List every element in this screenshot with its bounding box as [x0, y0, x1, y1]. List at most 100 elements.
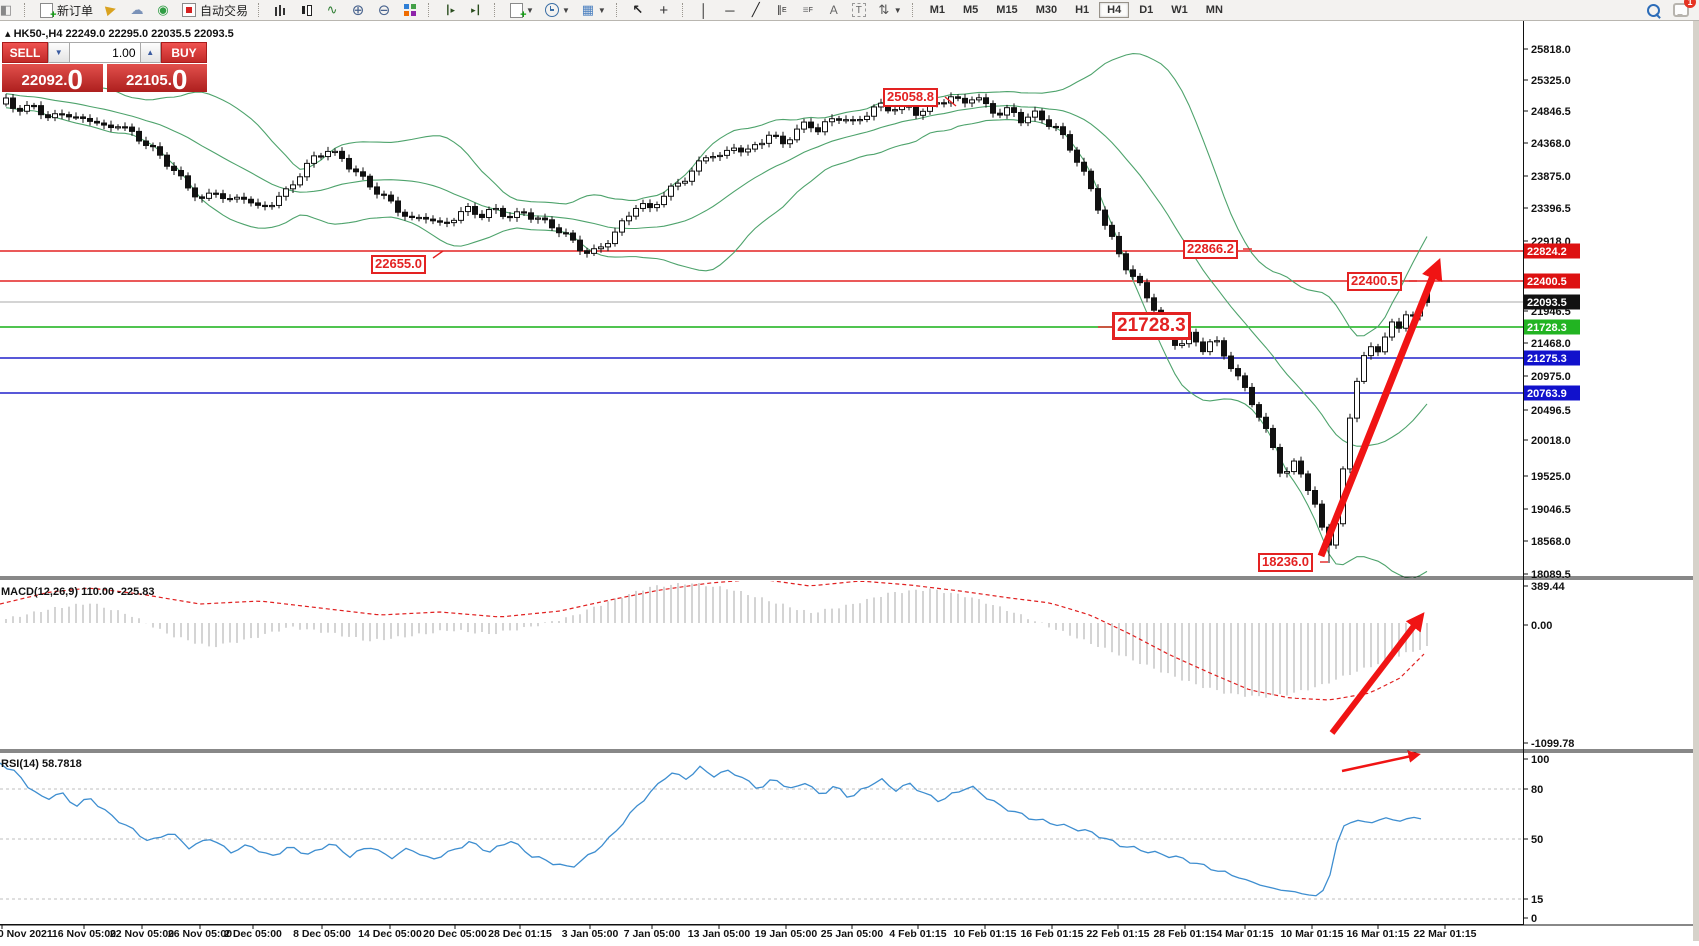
candlestick-chart-button[interactable]: [294, 0, 318, 20]
timeframe-M15[interactable]: M15: [996, 4, 1018, 16]
alerts-button[interactable]: [99, 0, 123, 20]
svg-text:0.00: 0.00: [1531, 620, 1552, 632]
svg-text:16 Feb 01:15: 16 Feb 01:15: [1020, 928, 1083, 940]
price-annotation-228662: 22866.2: [1183, 240, 1238, 259]
price-annotation-226550: 22655.0: [371, 255, 426, 274]
chart-area[interactable]: 25818.0 25325.0 24846.5 24368.0 23875.0 23396…: [0, 21, 1699, 941]
chat-badge: 1: [1684, 0, 1696, 8]
crosshair-icon: +: [659, 1, 669, 19]
chat-icon[interactable]: 1: [1673, 0, 1696, 18]
signals-button[interactable]: ◉: [151, 0, 175, 20]
period-button[interactable]: ▼: [540, 0, 574, 20]
sell-button[interactable]: SELL: [2, 42, 48, 63]
svg-text:24368.0: 24368.0: [1531, 138, 1571, 150]
zoom-in-button[interactable]: ⊕: [346, 0, 370, 20]
timeframe-MN[interactable]: MN: [1205, 4, 1223, 16]
line-chart-button[interactable]: ∿: [320, 0, 344, 20]
equidistant-channel-button[interactable]: ∥ E: [770, 0, 794, 20]
svg-text:2 Dec 05:00: 2 Dec 05:00: [224, 928, 282, 940]
text-button[interactable]: A: [822, 0, 846, 20]
toolbar-separator: [258, 3, 263, 17]
svg-text:22093.5: 22093.5: [1527, 297, 1567, 309]
svg-text:21468.0: 21468.0: [1531, 338, 1571, 350]
svg-text:19046.5: 19046.5: [1531, 504, 1571, 516]
sell-price-box[interactable]: 22092. 0: [2, 64, 103, 93]
auto-scroll-button[interactable]: ▸┃: [464, 0, 488, 20]
toolbar-separator: [615, 3, 621, 17]
price-annotation-224005: 22400.5: [1347, 272, 1402, 291]
price-annotation-217283: 21728.3: [1112, 312, 1191, 340]
svg-text:14 Dec 05:00: 14 Dec 05:00: [358, 928, 422, 940]
trendline-button[interactable]: ╱: [744, 0, 768, 20]
svg-text:4 Feb 01:15: 4 Feb 01:15: [889, 928, 946, 940]
timeframe-M30[interactable]: M30: [1035, 4, 1058, 16]
zoom-in-icon: ⊕: [351, 2, 365, 19]
svg-text:10 Feb 01:15: 10 Feb 01:15: [953, 928, 1016, 940]
svg-text:16 Nov 05:00: 16 Nov 05:00: [52, 928, 116, 940]
svg-text:4 Mar 01:15: 4 Mar 01:15: [1216, 928, 1273, 940]
trendline-icon: ╱: [751, 2, 760, 17]
cursor-button[interactable]: ↖: [626, 0, 650, 20]
tile-windows-icon: [402, 2, 418, 18]
svg-text:80: 80: [1531, 784, 1543, 796]
crosshair-button[interactable]: +: [652, 0, 676, 20]
zoom-out-icon: ⊖: [377, 2, 391, 19]
svg-text:23875.0: 23875.0: [1531, 171, 1571, 183]
svg-text:22 Nov 05:00: 22 Nov 05:00: [110, 928, 174, 940]
text-icon: A: [829, 3, 838, 17]
volume-increase-button[interactable]: ▲: [139, 42, 162, 63]
vertical-line-button[interactable]: │: [692, 0, 716, 20]
cursor-icon: ↖: [632, 2, 644, 17]
timeframe-M5[interactable]: M5: [963, 4, 979, 16]
toolbar: ◧ + 新订单 ☁ ◉ 自动交易 ∿ ⊕ ⊖ ┃▸ ▸┃ + ▼ ▼ ▦ ▼ ↖ + │ ─ ╱ ∥ E ≡ F A T ⇅ ▼ M1 M5…: [0, 0, 1699, 21]
timeframe-M1[interactable]: M1: [929, 4, 945, 16]
cloud-icon: ☁: [130, 2, 144, 17]
svg-text:0: 0: [1531, 913, 1537, 925]
new-document-icon: +: [508, 2, 527, 20]
arrows-icon: ⇅: [878, 2, 890, 17]
svg-text:26 Nov 05:00: 26 Nov 05:00: [168, 928, 232, 940]
template-button[interactable]: ▦ ▼: [581, 2, 606, 17]
svg-text:16 Mar 01:15: 16 Mar 01:15: [1346, 928, 1409, 940]
timeframe-H4[interactable]: H4: [1099, 2, 1130, 18]
arrows-button[interactable]: ⇅ ▼: [872, 0, 906, 20]
timeframe-W1[interactable]: W1: [1171, 4, 1188, 16]
buy-price-box[interactable]: 22105. 0: [106, 64, 207, 93]
new-order-button[interactable]: + 新订单: [34, 0, 97, 20]
chart-canvas[interactable]: 25818.0 25325.0 24846.5 24368.0 23875.0 23396…: [0, 21, 1699, 941]
svg-text:3 Jan 05:00: 3 Jan 05:00: [562, 928, 619, 940]
text-label-icon: T: [851, 3, 866, 17]
auto-trading-button[interactable]: 自动交易: [177, 0, 252, 20]
tile-windows-button[interactable]: [398, 0, 422, 20]
search-icon[interactable]: [1645, 2, 1661, 18]
community-button[interactable]: ☁: [125, 0, 149, 20]
buy-button[interactable]: BUY: [161, 42, 207, 63]
new-chart-button[interactable]: + ▼: [504, 0, 538, 20]
timeframe-D1[interactable]: D1: [1139, 4, 1154, 16]
clipped-icon[interactable]: ◧: [0, 2, 13, 17]
svg-text:20763.9: 20763.9: [1527, 388, 1567, 400]
zoom-out-button[interactable]: ⊖: [372, 0, 396, 20]
horizontal-line-icon: ─: [725, 2, 735, 18]
candlestick-icon: [298, 2, 314, 18]
horizontal-line-button[interactable]: ─: [718, 0, 742, 20]
text-label-button[interactable]: T: [848, 0, 870, 20]
volume-decrease-button[interactable]: ▼: [47, 42, 70, 63]
bar-chart-icon: [272, 2, 288, 18]
svg-text:100: 100: [1531, 754, 1549, 766]
chart-shift-button[interactable]: ┃▸: [438, 0, 462, 20]
bar-chart-button[interactable]: [268, 0, 292, 20]
svg-text:28 Dec 01:15: 28 Dec 01:15: [488, 928, 552, 940]
svg-text:7 Jan 05:00: 7 Jan 05:00: [624, 928, 681, 940]
channel-icon: ∥ E: [776, 4, 787, 16]
svg-text:8 Dec 05:00: 8 Dec 05:00: [293, 928, 351, 940]
svg-text:28 Feb 01:15: 28 Feb 01:15: [1153, 928, 1216, 940]
vertical-line-icon: │: [699, 2, 708, 18]
svg-text:-1099.78: -1099.78: [1531, 738, 1574, 750]
volume-input[interactable]: [69, 42, 140, 63]
alert-horn-icon: [103, 2, 119, 18]
timeframe-H1[interactable]: H1: [1075, 4, 1090, 16]
fibonacci-button[interactable]: ≡ F: [796, 0, 820, 20]
auto-scroll-icon: ▸┃: [471, 4, 481, 15]
svg-text:20 Dec 05:00: 20 Dec 05:00: [423, 928, 487, 940]
